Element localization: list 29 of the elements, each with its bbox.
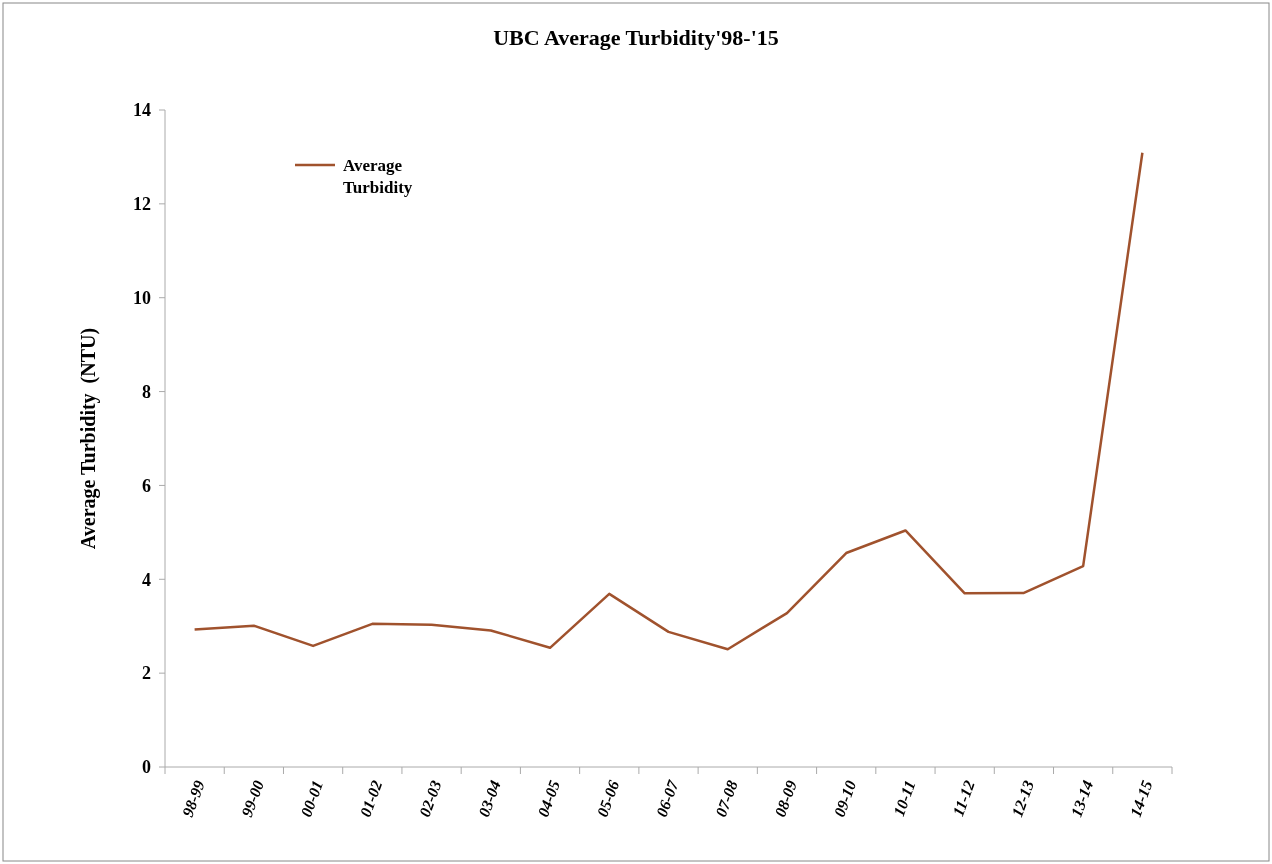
y-tick-label: 0 — [142, 757, 151, 778]
x-tick-label: 02-03 — [415, 778, 445, 820]
x-tick-label: 05-06 — [593, 778, 623, 820]
x-tick-label: 98-99 — [178, 778, 208, 820]
x-tick-label: 04-05 — [534, 778, 564, 820]
x-tick-label: 00-01 — [297, 778, 327, 820]
x-tick-label: 14-15 — [1126, 778, 1156, 820]
x-tick-label: 12-13 — [1008, 778, 1037, 820]
y-tick-label: 6 — [142, 475, 151, 496]
line-series — [193, 151, 1144, 651]
y-tick-label: 10 — [133, 288, 151, 309]
x-tick-label: 13-14 — [1067, 778, 1097, 820]
x-tick-label: 06-07 — [652, 777, 682, 820]
x-tick-label: 03-04 — [475, 778, 504, 820]
x-tick-label: 08-09 — [771, 778, 801, 820]
chart-title: UBC Average Turbidity'98-'15 — [493, 25, 779, 50]
x-tick-label: 11-12 — [949, 778, 978, 819]
y-tick-label: 12 — [133, 194, 151, 215]
x-tick-label: 09-10 — [830, 778, 860, 820]
y-tick-label: 14 — [133, 100, 151, 121]
y-axis-title: Average Turbidity (NTU) — [77, 327, 100, 550]
x-tick-label: 01-02 — [356, 778, 386, 820]
x-tick-label: 99-00 — [238, 778, 267, 820]
legend-label: Average Turbidity — [343, 155, 413, 198]
x-tick-label: 10-11 — [890, 778, 919, 819]
x-tick-label: 07-08 — [712, 778, 741, 820]
y-tick-label: 8 — [142, 381, 151, 402]
y-tick-label: 4 — [142, 569, 151, 590]
y-tick-label: 2 — [142, 663, 151, 684]
